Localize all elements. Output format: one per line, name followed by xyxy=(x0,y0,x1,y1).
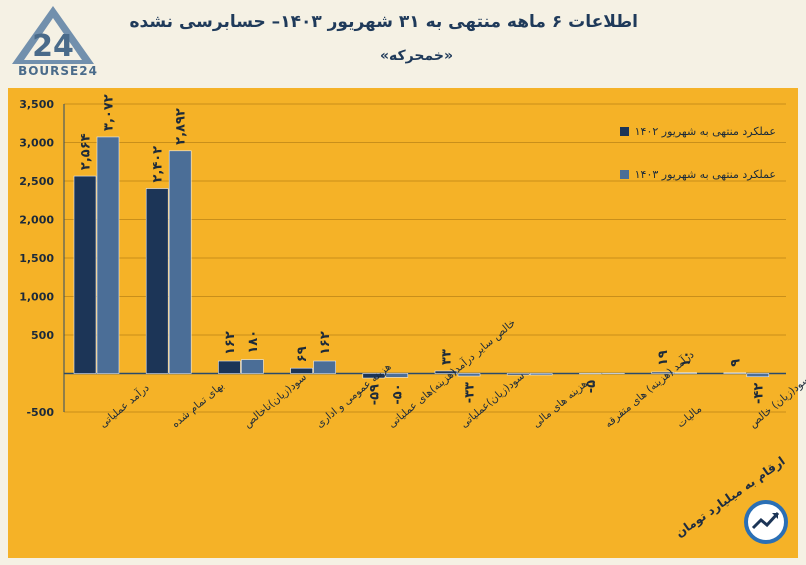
bar-1403 xyxy=(385,373,409,378)
y-tick-label: 2,500 xyxy=(19,175,54,188)
data-label: ۱۸۰ xyxy=(246,330,261,354)
chart-title: اطلاعات ۶ ماهه منتهی به ۳۱ شهریور ۱۴۰۳– … xyxy=(129,12,639,32)
legend-item-1402: عملکرد منتهی به شهریور ۱۴۰۲ xyxy=(619,125,776,138)
y-tick-label: 3,500 xyxy=(19,98,54,111)
data-label: ۹ xyxy=(728,359,743,367)
data-label: ۲,۵۶۴ xyxy=(79,133,94,170)
header: 24 BOURSE24 اطلاعات ۶ ماهه منتهی به ۳۱ ش… xyxy=(0,0,806,88)
bar-1402 xyxy=(73,175,97,374)
category-label: سود(زیان)ناخالص xyxy=(242,371,309,430)
category-label: هزینه های مالی xyxy=(530,378,589,431)
bar-1403 xyxy=(529,373,553,376)
data-label: -۵۹ xyxy=(367,384,382,405)
bar-1402 xyxy=(723,372,747,374)
bar-1402 xyxy=(651,371,674,374)
data-label: -۵ xyxy=(584,380,599,393)
bar-1402 xyxy=(218,360,241,374)
bar-1403 xyxy=(457,373,481,377)
data-label: -۵۰ xyxy=(390,383,405,404)
bourse24-logo: 24 BOURSE24 xyxy=(8,4,98,78)
bar-1402 xyxy=(506,373,530,376)
bar-1403 xyxy=(674,372,697,374)
chart-subtitle: «خمحرکه» xyxy=(380,48,453,64)
y-tick-label: -500 xyxy=(26,406,54,419)
data-label: -۳۳ xyxy=(463,382,478,403)
data-label: -۴۲ xyxy=(751,383,766,404)
y-tick-label: 1,500 xyxy=(19,252,54,265)
data-label: ۱۶۲ xyxy=(318,331,333,355)
data-label: ۲,۴۰۲ xyxy=(151,146,166,183)
legend-label-1402: عملکرد منتهی به شهریور ۱۴۰۲ xyxy=(634,125,776,138)
legend-item-1403: عملکرد منتهی به شهریور ۱۴۰۳ xyxy=(619,168,776,181)
data-label: ۱۰ xyxy=(679,351,694,367)
category-label: بهای تمام شده xyxy=(169,380,226,431)
y-tick-label: 1,000 xyxy=(19,291,54,304)
bar-1402 xyxy=(290,367,313,374)
bar-1403 xyxy=(746,373,770,378)
trend-badge-icon xyxy=(744,500,788,544)
data-label: ۱۶۲ xyxy=(223,331,238,355)
bar-1403 xyxy=(168,150,192,374)
bar-1403 xyxy=(313,360,336,374)
legend-swatch-1402 xyxy=(619,127,629,136)
category-label: مالیات xyxy=(675,403,704,430)
bar-1402 xyxy=(362,373,386,379)
legend-label-1403: عملکرد منتهی به شهریور ۱۴۰۳ xyxy=(634,168,776,181)
data-label: ۱۹ xyxy=(656,350,671,366)
data-label: ۲,۸۹۲ xyxy=(174,108,189,145)
y-tick-label: 2,000 xyxy=(19,214,54,227)
bar-1402 xyxy=(434,370,458,374)
data-label: ۳۳ xyxy=(440,349,455,365)
plot-area-frame xyxy=(8,88,798,558)
category-label: درآمد عملیاتی xyxy=(97,381,152,430)
bar-1403 xyxy=(96,136,120,374)
bar-1402 xyxy=(145,188,169,374)
y-tick-label: 500 xyxy=(31,329,54,342)
legend-swatch-1403 xyxy=(619,170,629,179)
svg-text:24: 24 xyxy=(32,29,74,64)
data-label: ۳,۰۷۲ xyxy=(102,94,117,131)
logo-text: BOURSE24 xyxy=(18,64,98,78)
data-label: ۶۹ xyxy=(295,346,310,362)
legend: عملکرد منتهی به شهریور ۱۴۰۲ عملکرد منتهی… xyxy=(619,125,776,211)
y-tick-label: 3,000 xyxy=(19,137,54,150)
bar-1403 xyxy=(241,359,264,374)
